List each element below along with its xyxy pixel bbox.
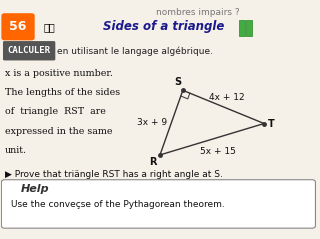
- FancyBboxPatch shape: [1, 13, 35, 40]
- Text: en utilisant le langage algébrique.: en utilisant le langage algébrique.: [57, 46, 213, 55]
- Text: The lengths of the sides: The lengths of the sides: [4, 88, 120, 97]
- Text: ▶ Prove that triängle RST has a right angle at S.: ▶ Prove that triängle RST has a right an…: [4, 170, 222, 179]
- Text: Sides of a triangle: Sides of a triangle: [103, 20, 224, 33]
- Text: of  triangle  RST  are: of triangle RST are: [4, 108, 105, 116]
- Text: unit.: unit.: [4, 146, 27, 155]
- Text: 🇬🇧: 🇬🇧: [43, 22, 55, 32]
- Text: Use the conveçse of the Pythagorean theorem.: Use the conveçse of the Pythagorean theo…: [11, 200, 225, 209]
- Text: T: T: [268, 119, 275, 129]
- FancyBboxPatch shape: [239, 20, 245, 36]
- FancyBboxPatch shape: [3, 41, 55, 60]
- Text: R: R: [149, 157, 157, 167]
- Text: 3x + 9: 3x + 9: [137, 118, 167, 127]
- Text: x is a positive number.: x is a positive number.: [4, 69, 112, 78]
- Text: S: S: [174, 77, 181, 87]
- Text: 5x + 15: 5x + 15: [200, 147, 236, 156]
- Text: 56: 56: [9, 20, 27, 33]
- Text: Help: Help: [20, 185, 49, 195]
- FancyBboxPatch shape: [1, 180, 316, 228]
- FancyBboxPatch shape: [246, 20, 252, 36]
- Text: 4x + 12: 4x + 12: [209, 93, 244, 102]
- Text: nombres impairs ?: nombres impairs ?: [156, 8, 240, 17]
- Text: CALCULER: CALCULER: [8, 46, 51, 55]
- Text: expressed in the same: expressed in the same: [4, 127, 112, 136]
